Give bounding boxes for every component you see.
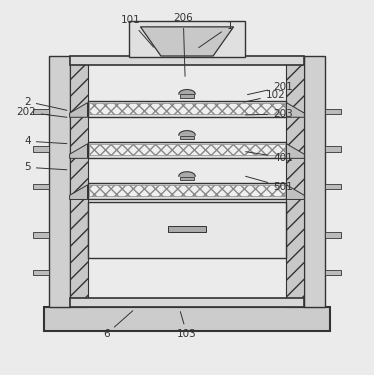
Bar bbox=[180, 177, 194, 180]
Text: 206: 206 bbox=[174, 13, 193, 76]
Text: 1: 1 bbox=[199, 21, 233, 48]
Bar bbox=[34, 109, 49, 114]
Polygon shape bbox=[286, 144, 304, 158]
Bar bbox=[88, 142, 286, 158]
Bar bbox=[70, 56, 304, 65]
Text: 4: 4 bbox=[24, 136, 67, 146]
Polygon shape bbox=[179, 130, 195, 135]
Text: 201: 201 bbox=[248, 82, 293, 94]
Bar bbox=[49, 56, 70, 307]
Polygon shape bbox=[70, 144, 88, 158]
Polygon shape bbox=[286, 185, 304, 200]
Bar bbox=[325, 270, 340, 275]
Bar bbox=[325, 232, 340, 238]
Bar bbox=[325, 184, 340, 189]
Text: 102: 102 bbox=[244, 90, 286, 102]
Polygon shape bbox=[70, 185, 88, 200]
Bar bbox=[88, 101, 286, 117]
Polygon shape bbox=[179, 90, 195, 94]
Polygon shape bbox=[140, 27, 234, 56]
Text: 5: 5 bbox=[24, 162, 67, 172]
Text: 203: 203 bbox=[246, 109, 293, 119]
Text: 401: 401 bbox=[246, 152, 293, 163]
Bar bbox=[70, 56, 88, 307]
Bar bbox=[70, 298, 304, 307]
Text: 6: 6 bbox=[103, 311, 133, 339]
Bar bbox=[89, 144, 285, 155]
Bar bbox=[88, 183, 286, 200]
Bar bbox=[89, 103, 285, 114]
Polygon shape bbox=[286, 103, 304, 117]
Bar bbox=[180, 136, 194, 139]
Polygon shape bbox=[70, 103, 88, 117]
Bar bbox=[34, 232, 49, 238]
Text: 202: 202 bbox=[16, 107, 67, 117]
Bar bbox=[180, 94, 194, 98]
Bar bbox=[304, 56, 325, 307]
Polygon shape bbox=[179, 172, 195, 176]
Text: 101: 101 bbox=[120, 15, 153, 47]
Bar bbox=[34, 270, 49, 275]
Bar bbox=[325, 109, 340, 114]
Bar bbox=[129, 21, 245, 57]
Text: 103: 103 bbox=[177, 312, 197, 339]
Text: 501: 501 bbox=[246, 176, 293, 192]
Text: 2: 2 bbox=[24, 97, 67, 110]
Bar bbox=[325, 146, 340, 152]
Bar bbox=[168, 226, 206, 232]
Bar bbox=[89, 185, 285, 196]
Bar bbox=[286, 56, 304, 307]
Bar bbox=[34, 146, 49, 152]
Bar bbox=[43, 307, 331, 332]
Bar bbox=[34, 184, 49, 189]
Bar bbox=[88, 202, 286, 258]
